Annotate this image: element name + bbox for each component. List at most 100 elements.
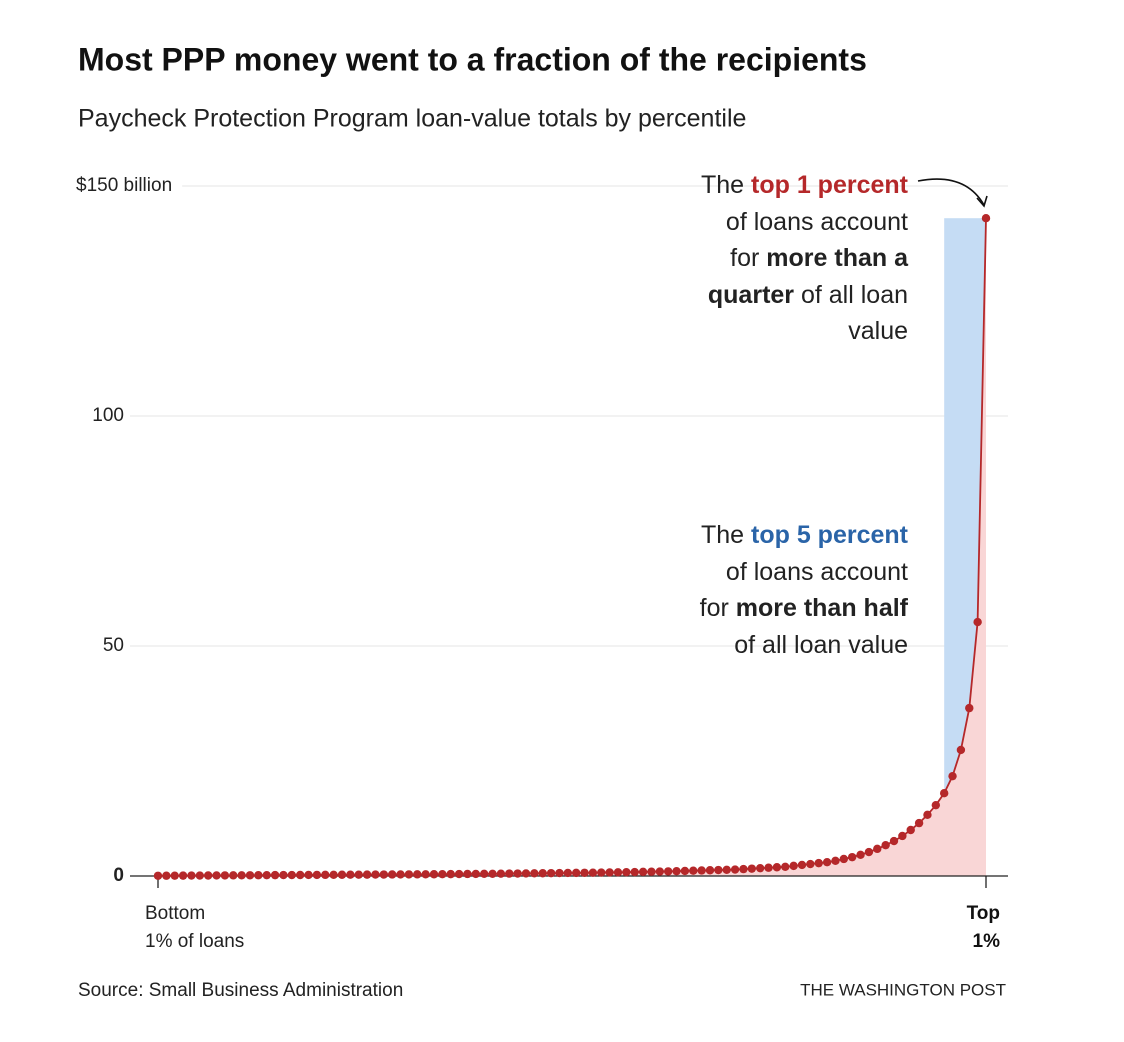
point [354,870,363,879]
point [981,214,991,223]
chart-subtitle: Paycheck Protection Program loan-value t… [78,105,746,133]
y-tick-label: $150 billion [76,175,172,196]
annotation-text: of all loan value [794,280,908,346]
point [563,868,573,878]
point [881,840,890,850]
annotation: The top 5 percent of loans account for m… [693,517,908,663]
point [463,869,472,879]
point [898,831,907,841]
x-tick-label: Top [967,903,1000,924]
point [387,870,397,879]
annotation-text: top 1 percent [751,171,908,199]
point [973,617,982,627]
point [906,825,915,835]
point [429,870,439,879]
point [379,870,389,879]
point [530,869,539,878]
point [655,867,665,876]
point [873,844,882,854]
point [597,868,606,877]
point [939,789,949,798]
credit: THE WASHINGTON POST [800,980,1006,999]
point [755,863,765,873]
point [488,869,497,878]
point [229,871,238,880]
point [914,818,924,828]
point [889,836,899,846]
annotation-text: of all loan value [734,630,908,659]
point [772,863,782,872]
point [178,871,188,880]
point [638,867,648,877]
annotation-text: of loans account for [699,557,908,623]
point [304,870,313,880]
point [312,870,322,880]
point [496,869,506,878]
point [262,870,271,880]
arrow-head [976,195,988,208]
grid [130,185,1008,647]
point [580,868,589,877]
point [362,870,372,879]
point [705,866,715,875]
point [279,870,288,880]
x-tick-label: 1% of loans [145,931,244,952]
point [555,868,564,878]
point [839,854,849,864]
point [923,810,932,820]
point [764,863,773,872]
point [714,865,723,875]
annotation-text: more than half [735,594,908,622]
annotation-text: top 5 percent [751,521,908,549]
point [245,871,255,880]
point [237,871,246,880]
point [212,871,221,880]
point [162,871,171,880]
y-tick-label: 100 [92,405,124,426]
point [739,864,748,874]
point [822,858,832,867]
point [538,869,547,878]
point [847,852,857,862]
point [789,861,798,871]
annotation-text: The [700,171,752,199]
point [346,870,355,879]
point [371,870,380,879]
point [446,869,455,879]
point [630,867,639,877]
point [170,871,179,880]
point [931,800,941,810]
x-tick-label: Bottom [145,903,205,924]
point [613,868,623,877]
point [337,870,347,879]
point [697,866,706,875]
point [722,865,731,874]
annotation: The top 1 percent of loans account for m… [693,167,908,350]
point [270,870,280,880]
point [505,869,514,878]
point [195,871,205,880]
chart-title: Most PPP money went to a fraction of the… [78,41,867,77]
point [546,868,556,878]
y-tick-label: 0 [113,865,124,886]
point [856,850,865,860]
point [321,870,330,880]
point [421,870,430,879]
annotation-text: of loans account for [725,207,908,273]
point [479,869,489,879]
point [413,870,422,879]
point [571,868,581,878]
point [588,868,598,877]
point [956,745,966,755]
point [680,866,690,876]
point [672,866,681,876]
point [647,867,656,876]
point [329,870,338,880]
point [781,862,790,871]
point [605,868,614,877]
point [287,870,297,880]
x-tick-label: 1% [973,931,1001,952]
point [797,860,807,870]
point [814,858,823,868]
